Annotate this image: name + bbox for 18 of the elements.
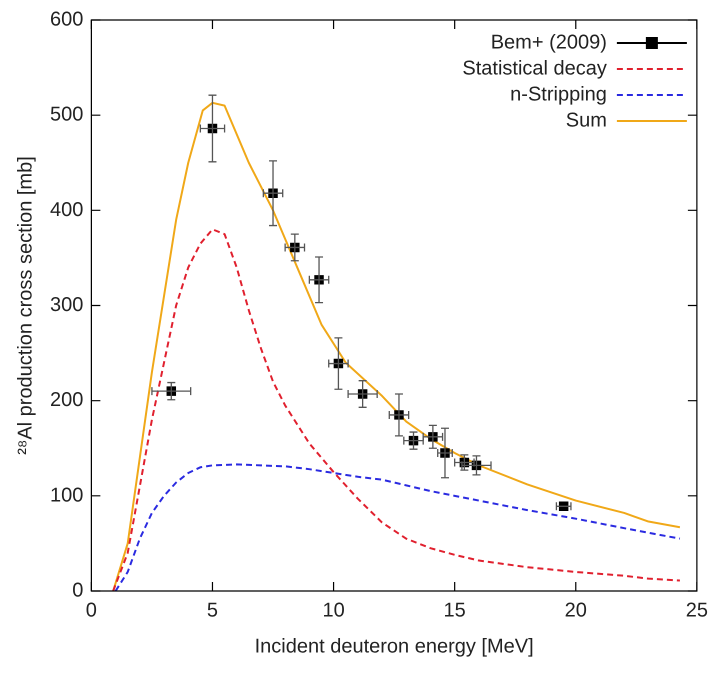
x-axis-title: Incident deuteron energy [MeV] bbox=[254, 636, 534, 658]
legend-label: Bem+ (2009) bbox=[490, 32, 607, 54]
x-tick-label: 15 bbox=[444, 600, 466, 622]
x-tick-label: 20 bbox=[564, 600, 587, 622]
legend-label: n-Stripping bbox=[510, 84, 607, 106]
legend-label: Statistical decay bbox=[462, 58, 607, 80]
y-tick-label: 100 bbox=[50, 484, 84, 506]
legend-label: Sum bbox=[566, 110, 607, 132]
x-tick-label: 25 bbox=[686, 600, 708, 622]
x-tick-label: 5 bbox=[206, 600, 218, 622]
y-tick-label: 500 bbox=[50, 104, 84, 126]
y-tick-label: 200 bbox=[50, 389, 84, 412]
y-tick-label: 400 bbox=[50, 198, 84, 221]
x-tick-label: 10 bbox=[322, 600, 345, 622]
y-tick-label: 600 bbox=[50, 8, 84, 31]
y-tick-label: 300 bbox=[50, 294, 84, 316]
y-tick-label: 0 bbox=[72, 580, 84, 602]
y-axis-title: ²⁸Al production cross section [mb] bbox=[14, 156, 37, 455]
